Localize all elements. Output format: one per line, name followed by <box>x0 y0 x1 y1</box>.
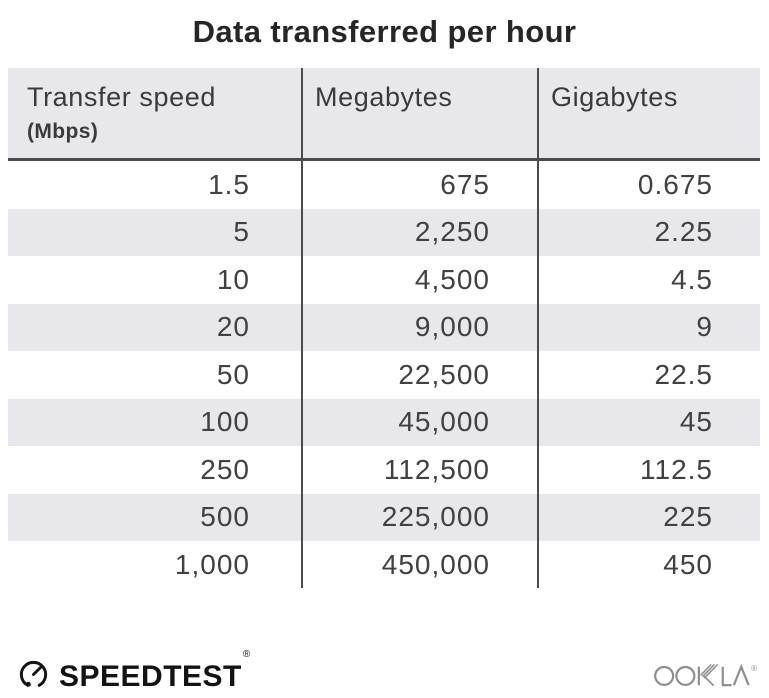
table-row: 250 112,500 112.5 <box>8 446 760 494</box>
cell-speed: 20 <box>216 311 250 343</box>
cell-gigabytes: 22.5 <box>654 358 713 390</box>
table-row: 10 4,500 4.5 <box>8 256 760 304</box>
table-row: 50 22,500 22.5 <box>8 351 760 399</box>
column-divider-line <box>537 68 539 588</box>
ookla-wordmark-icon <box>654 662 750 693</box>
cell-megabytes: 112,500 <box>383 453 490 485</box>
header-transfer-speed-title: Transfer speed <box>27 82 216 112</box>
cell-gigabytes: 2.25 <box>654 216 713 248</box>
cell-speed: 5 <box>233 216 250 248</box>
speedtest-gauge-icon <box>17 658 50 696</box>
table-row: 5 2,250 2.25 <box>8 208 760 256</box>
speedtest-wordmark: SPEEDTEST® <box>59 649 251 693</box>
cell-speed: 1,000 <box>174 548 250 580</box>
cell-speed: 50 <box>216 358 250 390</box>
cell-gigabytes: 45 <box>679 406 713 438</box>
cell-megabytes: 675 <box>440 168 490 200</box>
cell-speed: 10 <box>216 263 250 295</box>
cell-gigabytes: 450 <box>663 548 713 580</box>
cell-speed: 100 <box>200 406 250 438</box>
table-row: 1,000 450,000 450 <box>8 541 760 589</box>
table-header-row: Transfer speed (Mbps) Megabytes Gigabyte… <box>8 68 760 158</box>
cell-gigabytes: 112.5 <box>640 453 713 485</box>
data-table: Transfer speed (Mbps) Megabytes Gigabyte… <box>8 68 760 589</box>
header-megabytes: Megabytes <box>315 82 453 112</box>
cell-megabytes: 450,000 <box>381 548 490 580</box>
table-row: 20 9,000 9 <box>8 303 760 351</box>
header-transfer-speed: Transfer speed (Mbps) <box>8 68 302 158</box>
table-row: 100 45,000 45 <box>8 398 760 446</box>
header-gigabytes: Gigabytes <box>551 82 678 112</box>
cell-megabytes: 9,000 <box>414 311 490 343</box>
cell-megabytes: 22,500 <box>398 358 490 390</box>
registered-trademark-icon: ® <box>751 664 757 673</box>
table-row: 500 225,000 225 <box>8 493 760 541</box>
cell-speed: 500 <box>200 501 250 533</box>
cell-speed: 1.5 <box>208 168 250 200</box>
speedtest-logo: SPEEDTEST® <box>17 649 251 696</box>
cell-gigabytes: 225 <box>663 501 713 533</box>
header-divider-line <box>8 158 760 161</box>
cell-gigabytes: 9 <box>696 311 713 343</box>
cell-megabytes: 4,500 <box>414 263 490 295</box>
registered-trademark-icon: ® <box>242 649 251 660</box>
cell-gigabytes: 4.5 <box>671 263 713 295</box>
cell-gigabytes: 0.675 <box>637 168 713 200</box>
cell-megabytes: 225,000 <box>381 501 490 533</box>
table-row: 1.5 675 0.675 <box>8 161 760 209</box>
header-transfer-speed-unit: (Mbps) <box>27 120 99 143</box>
page-title: Data transferred per hour <box>192 14 577 49</box>
column-divider-line <box>301 68 303 588</box>
cell-megabytes: 2,250 <box>414 216 490 248</box>
cell-speed: 250 <box>200 453 250 485</box>
ookla-logo: ® <box>654 662 757 693</box>
cell-megabytes: 45,000 <box>398 406 490 438</box>
